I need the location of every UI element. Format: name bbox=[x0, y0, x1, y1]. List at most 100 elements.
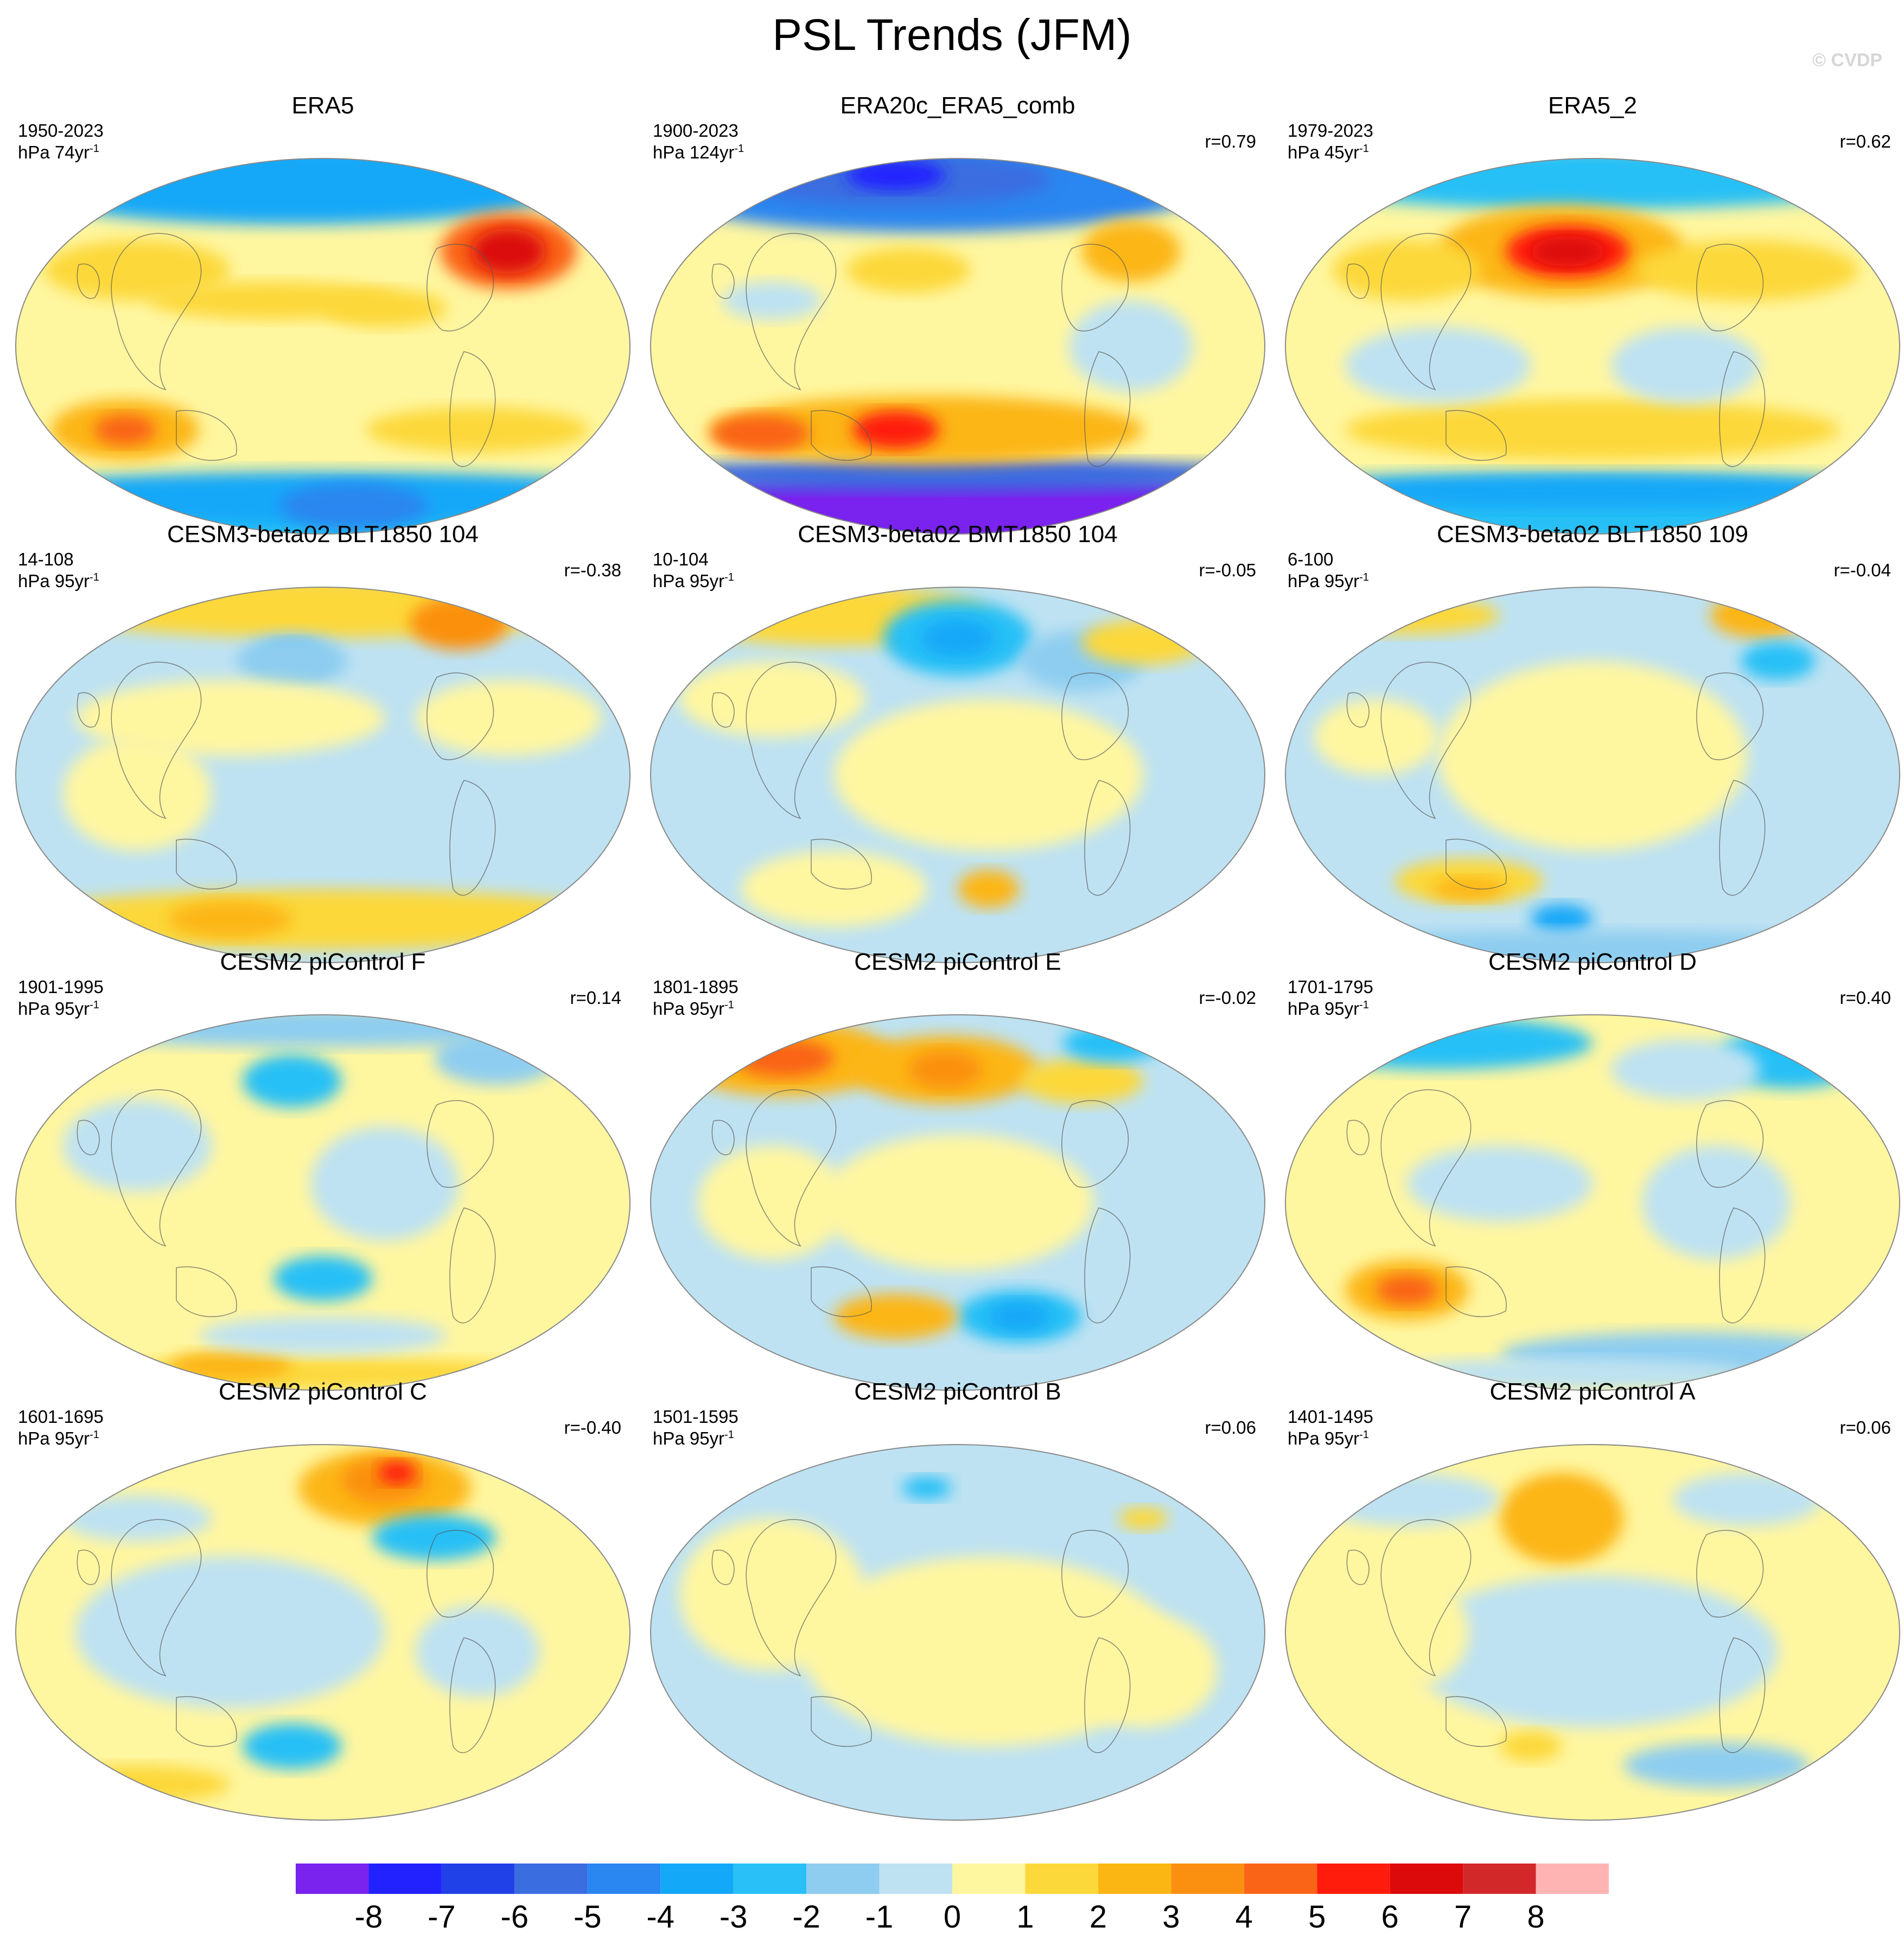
trend-anomaly-region bbox=[1438, 661, 1747, 851]
trend-anomaly-region bbox=[735, 1039, 834, 1077]
trend-anomaly-region bbox=[168, 1351, 292, 1381]
map-outline bbox=[1285, 158, 1900, 535]
trend-anomaly-region bbox=[1285, 1016, 1593, 1070]
panel-units: hPa 95yr-1 bbox=[653, 571, 734, 592]
panel-title: ERA20c_ERA5_comb bbox=[840, 92, 1075, 119]
trend-anomaly-region bbox=[63, 1100, 212, 1191]
panel-correlation: r=0.14 bbox=[570, 988, 622, 1008]
units-exponent: -1 bbox=[90, 571, 99, 583]
trend-anomaly-region bbox=[242, 1054, 342, 1108]
coastline bbox=[426, 1530, 494, 1618]
trend-anomaly-region bbox=[44, 240, 230, 301]
map-panel: CESM2 piControl E 1801-1895 hPa 95yr-1 r=-0… bbox=[643, 949, 1272, 1391]
global-map bbox=[15, 158, 631, 535]
trend-anomaly-region bbox=[902, 1477, 952, 1499]
panel-period: 6-100 bbox=[1288, 549, 1334, 569]
colorbar-label: 2 bbox=[1090, 1899, 1107, 1935]
colorbar-label: -5 bbox=[574, 1899, 602, 1935]
colorbar-label: -1 bbox=[865, 1899, 894, 1935]
map-panel: CESM2 piControl B 1501-1595 hPa 95yr-1 r=0.… bbox=[643, 1378, 1272, 1821]
trend-anomaly-region bbox=[434, 1032, 558, 1085]
colorbar: -8 -7 -6 -5 -4 -3 -2 -1 0 1 2 3 4 5 6 7 8 bbox=[296, 1864, 1609, 1935]
coastline bbox=[1696, 1530, 1764, 1618]
coastline bbox=[449, 1637, 496, 1753]
trend-anomaly-region bbox=[710, 415, 810, 453]
panel-period: 1950-2023 bbox=[18, 120, 104, 141]
trend-anomaly-region bbox=[698, 1146, 846, 1260]
coastline bbox=[1061, 1530, 1129, 1618]
trend-anomaly-region bbox=[1333, 240, 1481, 301]
map-outline bbox=[1285, 1014, 1900, 1391]
units-base: hPa 95yr bbox=[18, 1428, 90, 1448]
trend-anomaly-region bbox=[1069, 301, 1193, 392]
units-base: hPa 124yr bbox=[653, 142, 735, 162]
panel-period: 1900-2023 bbox=[653, 120, 738, 141]
trend-anomaly-region bbox=[94, 415, 156, 445]
coastline bbox=[1380, 1089, 1472, 1247]
coastline bbox=[1719, 780, 1766, 896]
colorbar-swatch bbox=[514, 1864, 588, 1894]
coastline bbox=[1084, 1207, 1131, 1324]
trend-anomaly-region bbox=[199, 1317, 447, 1354]
panel-title: ERA5_2 bbox=[1548, 92, 1637, 119]
units-exponent: -1 bbox=[1359, 1429, 1369, 1441]
coastline bbox=[77, 692, 100, 728]
trend-anomaly-region bbox=[1431, 877, 1506, 900]
panel-units: hPa 95yr-1 bbox=[1288, 999, 1369, 1019]
coastline bbox=[1380, 1519, 1472, 1677]
map-outline bbox=[650, 1444, 1265, 1821]
trend-anomaly-region bbox=[1611, 1039, 1760, 1100]
map-outline bbox=[15, 158, 631, 535]
trend-anomaly-region bbox=[1020, 1058, 1143, 1104]
coastline bbox=[1346, 263, 1370, 299]
coastline bbox=[176, 1696, 237, 1747]
global-map bbox=[15, 587, 631, 963]
coastline bbox=[746, 662, 837, 819]
global-map bbox=[650, 587, 1265, 963]
colorbar-swatch bbox=[1244, 1864, 1317, 1894]
units-exponent: -1 bbox=[90, 1429, 99, 1441]
units-exponent: -1 bbox=[724, 999, 734, 1011]
trend-anomaly-region bbox=[366, 407, 589, 453]
coastline bbox=[449, 780, 496, 896]
colorbar-label: -2 bbox=[792, 1899, 820, 1935]
trend-anomaly-region bbox=[722, 282, 822, 320]
coastline bbox=[1346, 1549, 1370, 1585]
figure-title: PSL Trends (JFM) bbox=[772, 10, 1132, 60]
panel-units: hPa 95yr-1 bbox=[18, 999, 99, 1019]
coastline bbox=[77, 1120, 100, 1155]
map-panel: CESM3-beta02 BLT1850 104 14-108 hPa 95yr-1… bbox=[8, 521, 638, 963]
coastline bbox=[449, 351, 496, 467]
coastline bbox=[811, 838, 872, 890]
trend-anomaly-region bbox=[1623, 1743, 1809, 1788]
trend-anomaly-region bbox=[1345, 399, 1840, 460]
colorbar-label: -3 bbox=[719, 1899, 748, 1935]
trend-anomaly-region bbox=[416, 1606, 539, 1697]
map-panel: ERA20c_ERA5_comb 1900-2023 hPa 124yr-1 r=0.… bbox=[643, 92, 1272, 535]
coastline bbox=[811, 1266, 872, 1318]
colorbar-swatch bbox=[587, 1864, 661, 1894]
colorbar-swatch bbox=[879, 1864, 952, 1894]
panel-units: hPa 95yr-1 bbox=[18, 571, 99, 592]
panel-units: hPa 124yr-1 bbox=[653, 142, 744, 163]
trend-anomaly-region bbox=[1642, 1146, 1791, 1260]
trend-anomaly-region bbox=[920, 619, 995, 657]
colorbar-swatch bbox=[368, 1864, 442, 1894]
coastline bbox=[811, 410, 872, 461]
trend-anomaly-region bbox=[846, 247, 970, 293]
trend-anomaly-region bbox=[989, 1301, 1050, 1332]
units-base: hPa 74yr bbox=[18, 142, 90, 162]
coastline bbox=[1719, 1637, 1766, 1753]
colorbar-label: -8 bbox=[355, 1899, 383, 1935]
coastline bbox=[426, 672, 494, 760]
panel-units: hPa 45yr-1 bbox=[1288, 142, 1369, 163]
trend-anomaly-region bbox=[1500, 1731, 1562, 1761]
coastline bbox=[1696, 1100, 1764, 1188]
panel-units: hPa 95yr-1 bbox=[653, 1428, 734, 1449]
panel-period: 1801-1895 bbox=[653, 977, 738, 997]
colorbar-swatch bbox=[952, 1864, 1026, 1894]
coastline bbox=[1061, 1100, 1129, 1188]
colorbar-swatch bbox=[1536, 1864, 1609, 1894]
map-panel: CESM2 piControl C 1601-1695 hPa 95yr-1 r=-0… bbox=[8, 1378, 638, 1821]
units-exponent: -1 bbox=[724, 571, 734, 583]
